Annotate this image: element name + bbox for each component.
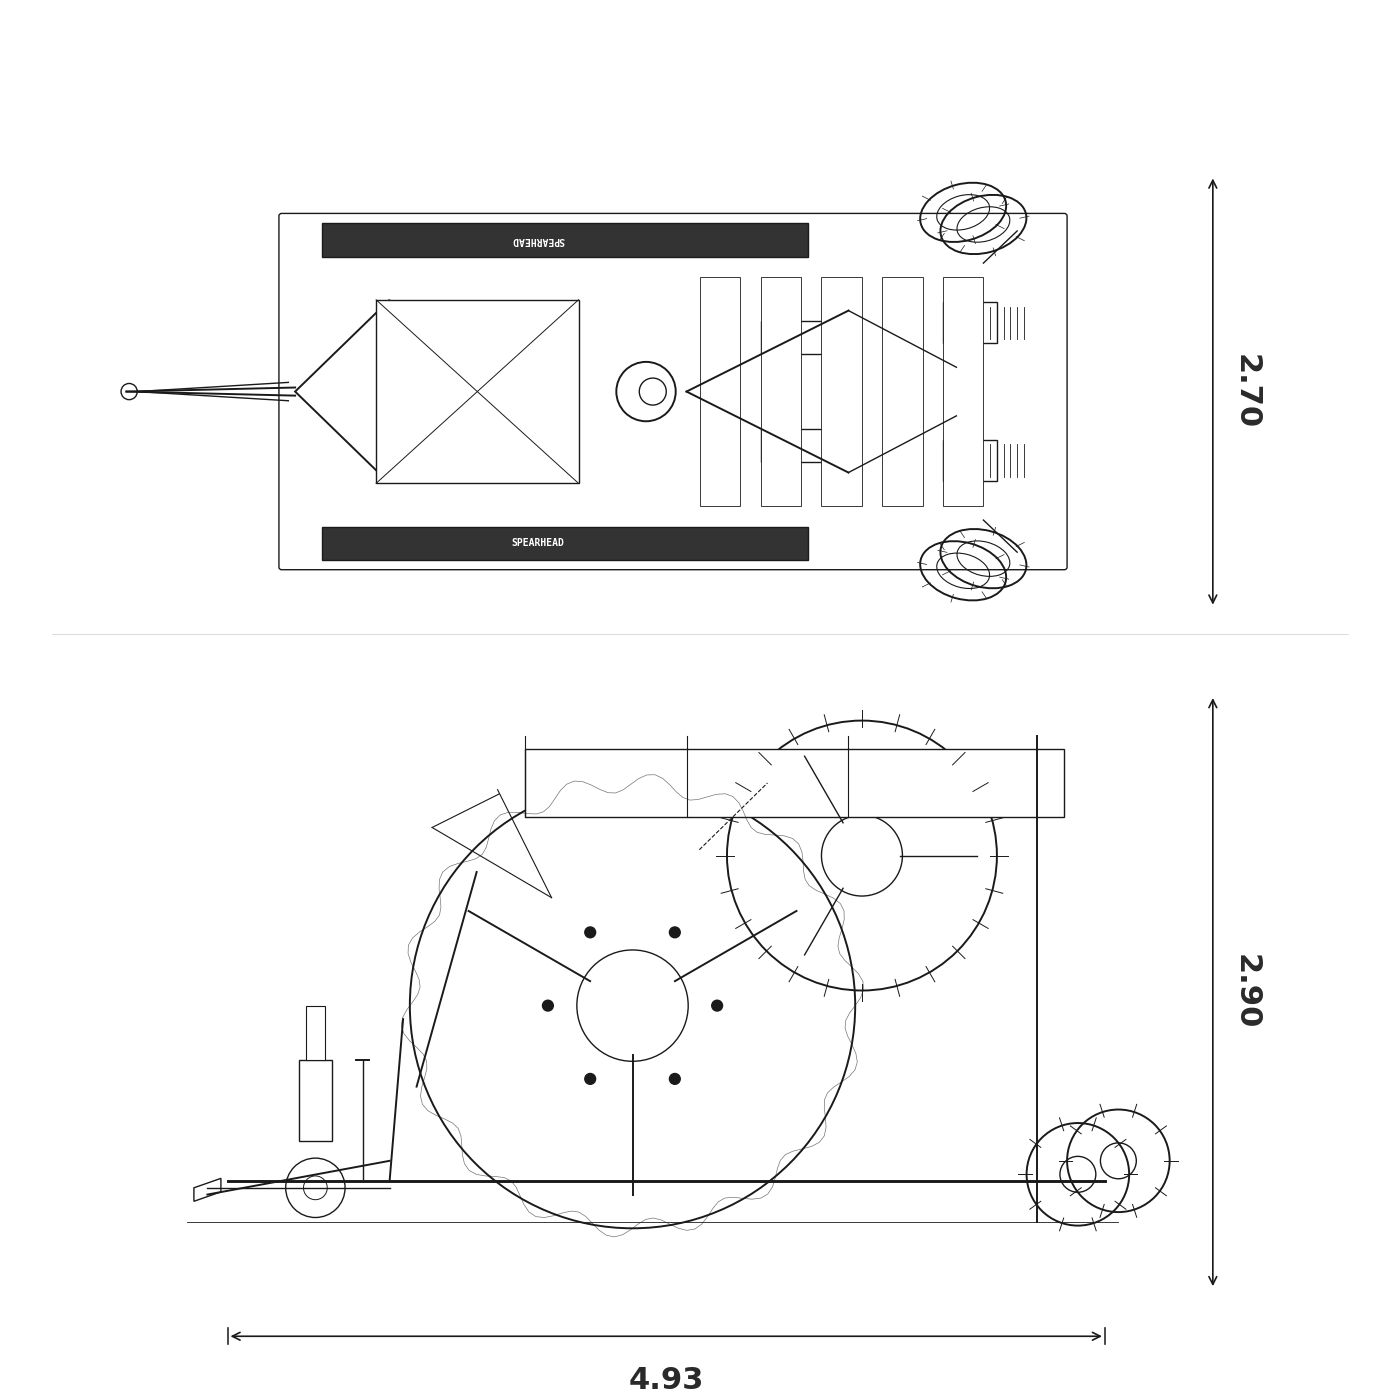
Bar <box>700 277 741 507</box>
Bar <box>760 430 829 462</box>
Bar <box>822 277 862 507</box>
Bar <box>760 322 829 354</box>
Text: 2.70: 2.70 <box>1232 354 1261 430</box>
Bar <box>760 277 801 507</box>
Text: 2.90: 2.90 <box>1232 955 1261 1030</box>
Circle shape <box>711 1000 722 1011</box>
Circle shape <box>669 927 680 938</box>
Text: SPEARHEAD: SPEARHEAD <box>511 235 564 245</box>
Bar <box>307 1005 325 1060</box>
Bar <box>322 526 808 560</box>
Bar <box>322 223 808 256</box>
Bar <box>525 749 1064 816</box>
Circle shape <box>543 1000 553 1011</box>
Circle shape <box>585 1074 595 1085</box>
FancyBboxPatch shape <box>279 213 1067 570</box>
Circle shape <box>585 927 595 938</box>
Circle shape <box>669 1074 680 1085</box>
Bar <box>377 300 578 483</box>
Bar <box>944 302 997 343</box>
Bar <box>300 1060 332 1141</box>
Bar <box>944 277 983 507</box>
Bar <box>944 440 997 480</box>
Text: SPEARHEAD: SPEARHEAD <box>511 539 564 549</box>
Bar <box>882 277 923 507</box>
Text: 4.93: 4.93 <box>629 1366 704 1394</box>
